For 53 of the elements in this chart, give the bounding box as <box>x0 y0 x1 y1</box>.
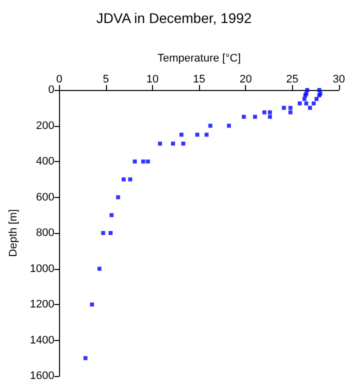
point <box>97 266 102 271</box>
x-tick-label: 10 <box>146 74 159 86</box>
x-tick-label: 15 <box>193 74 206 86</box>
point <box>308 106 312 110</box>
point <box>90 302 94 306</box>
point <box>314 96 319 101</box>
point <box>242 114 246 119</box>
point <box>226 124 231 128</box>
point <box>268 114 272 119</box>
point <box>204 132 209 137</box>
point <box>288 110 292 114</box>
point <box>116 195 120 200</box>
x-tick-label: 30 <box>332 74 346 86</box>
y-tick-label: 400 <box>36 156 54 168</box>
point <box>312 101 316 106</box>
point <box>128 177 132 182</box>
point <box>262 110 266 114</box>
y-tick-label: 600 <box>36 191 54 204</box>
point <box>132 160 137 164</box>
x-tick-label: 5 <box>102 74 110 86</box>
x-axis-title: Temperature [°C] <box>157 52 241 64</box>
point <box>268 110 272 114</box>
point <box>181 142 186 146</box>
y-tick-label: 1600 <box>30 370 54 382</box>
point <box>158 142 162 146</box>
point <box>282 106 286 110</box>
point <box>146 160 150 164</box>
chart-title: JDVA in December, 1992 <box>96 10 252 26</box>
y-tick-label: 1000 <box>30 262 54 275</box>
y-axis-title: Depth [m] <box>8 209 20 257</box>
y-tick-label: 1400 <box>30 334 54 346</box>
point <box>122 177 126 182</box>
x-tick-label: 0 <box>56 74 62 86</box>
point <box>195 132 200 137</box>
point <box>83 356 88 360</box>
point <box>108 231 113 235</box>
point <box>171 142 176 146</box>
point <box>302 96 306 101</box>
point <box>179 132 184 137</box>
point <box>101 231 106 235</box>
point <box>253 114 258 119</box>
point <box>298 101 302 106</box>
point <box>141 160 146 164</box>
point <box>288 106 292 110</box>
point <box>304 101 308 106</box>
x-tick-label: 25 <box>286 74 298 86</box>
y-tick-label: 1200 <box>30 298 54 310</box>
y-tick-label: 800 <box>36 227 54 239</box>
x-tick-label: 20 <box>240 74 252 86</box>
y-tick-label: 0 <box>48 84 54 96</box>
point <box>208 124 212 128</box>
y-tick-label: 200 <box>36 120 54 132</box>
point <box>110 213 114 218</box>
